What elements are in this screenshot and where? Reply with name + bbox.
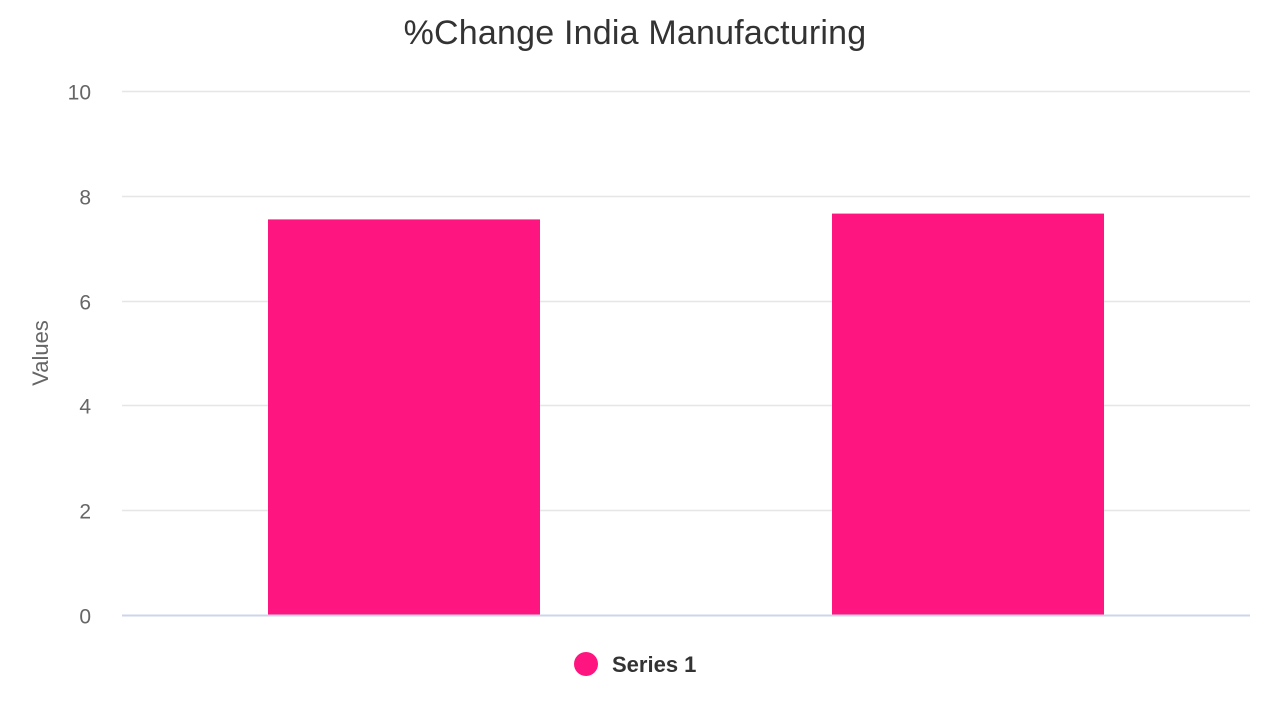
y-tick-label: 0 bbox=[79, 606, 91, 629]
legend-label-series-1: Series 1 bbox=[612, 652, 696, 677]
y-tick-label: 2 bbox=[79, 501, 91, 524]
y-tick-label: 10 bbox=[68, 82, 91, 105]
bars bbox=[268, 213, 1104, 615]
bar-1[interactable] bbox=[268, 219, 540, 615]
y-tick-label: 4 bbox=[79, 396, 91, 419]
y-axis-ticks: 0 2 4 6 8 10 bbox=[68, 82, 92, 629]
y-tick-label: 8 bbox=[79, 187, 91, 210]
bar-2[interactable] bbox=[832, 213, 1104, 615]
chart-title: %Change India Manufacturing bbox=[403, 14, 867, 52]
legend-marker-series-1 bbox=[574, 652, 598, 676]
y-tick-label: 6 bbox=[79, 292, 91, 315]
legend[interactable]: Series 1 bbox=[574, 652, 696, 677]
y-axis-title: Values bbox=[28, 320, 53, 386]
